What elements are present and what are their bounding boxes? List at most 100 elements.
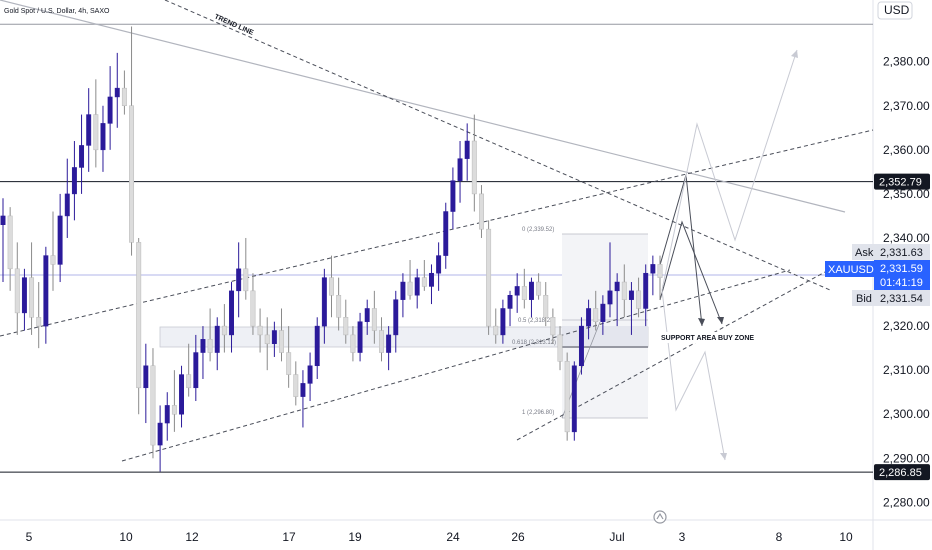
candle-body[interactable] xyxy=(107,96,113,124)
price-axis[interactable]: 2,380.00 2,370.00 2,360.00 2,350.00 2,340.00… xyxy=(883,55,930,510)
candle-body[interactable] xyxy=(71,167,77,195)
candle-body[interactable] xyxy=(543,295,549,318)
candle-body[interactable] xyxy=(129,105,135,243)
candle-body[interactable] xyxy=(479,193,484,230)
candle-body[interactable] xyxy=(557,334,563,362)
candle-body[interactable] xyxy=(593,308,599,322)
candle-body[interactable] xyxy=(550,317,556,336)
candle-body[interactable] xyxy=(243,268,249,292)
candle-body[interactable] xyxy=(264,334,270,344)
quote-panel[interactable]: Ask 2,331.63 XAUUSD 2,331.59 01:41:19 Bi… xyxy=(825,244,930,306)
candle-body[interactable] xyxy=(429,272,434,287)
candle-body[interactable] xyxy=(607,290,613,305)
candle-body[interactable] xyxy=(493,325,499,336)
candle-body[interactable] xyxy=(321,277,327,327)
candle-body[interactable] xyxy=(350,334,356,353)
projection-paths[interactable] xyxy=(657,49,798,461)
candle-body[interactable] xyxy=(143,365,149,389)
candle-body[interactable] xyxy=(450,180,456,212)
candle-body[interactable] xyxy=(336,295,342,318)
candle-body[interactable] xyxy=(164,405,170,424)
trend-line-dashed[interactable] xyxy=(164,0,831,291)
candle-body[interactable] xyxy=(628,290,634,300)
candle-body[interactable] xyxy=(229,290,234,336)
candle-body[interactable] xyxy=(371,308,377,331)
candle-body[interactable] xyxy=(421,277,427,287)
candle-body[interactable] xyxy=(636,290,642,309)
candle-body[interactable] xyxy=(564,361,570,433)
candle-body[interactable] xyxy=(393,299,399,336)
candle-body[interactable] xyxy=(257,325,263,336)
candle-body[interactable] xyxy=(457,158,463,181)
candle-body[interactable] xyxy=(93,114,99,151)
candle-body[interactable] xyxy=(150,365,156,446)
candle-body[interactable] xyxy=(21,277,27,314)
candle-body[interactable] xyxy=(14,268,20,314)
candle-body[interactable] xyxy=(7,215,13,270)
currency-selector[interactable] xyxy=(877,1,913,20)
candle-body[interactable] xyxy=(300,383,306,397)
candle-body[interactable] xyxy=(464,140,470,159)
candle-body[interactable] xyxy=(186,374,192,389)
candle-body[interactable] xyxy=(307,365,313,384)
candle-body[interactable] xyxy=(64,193,70,217)
support-price-tag[interactable]: 2,286.85 xyxy=(874,464,930,481)
descending-resistance-line[interactable] xyxy=(0,0,846,213)
candle-body[interactable] xyxy=(586,308,592,327)
candle-body[interactable] xyxy=(29,277,35,318)
candle-body[interactable] xyxy=(100,123,106,151)
candle-body[interactable] xyxy=(407,281,413,296)
candle-body[interactable] xyxy=(329,277,334,296)
candle-body[interactable] xyxy=(250,290,256,327)
candle-body[interactable] xyxy=(36,317,42,327)
candle-body[interactable] xyxy=(193,352,199,389)
trend-lines[interactable] xyxy=(0,0,874,462)
candle-body[interactable] xyxy=(121,87,127,107)
upper-channel-line[interactable] xyxy=(0,129,874,337)
candle-body[interactable] xyxy=(343,317,349,336)
candle-body[interactable] xyxy=(386,334,392,353)
candlestick-series[interactable] xyxy=(0,26,663,472)
candle-body[interactable] xyxy=(471,140,477,195)
candle-body[interactable] xyxy=(293,374,299,397)
candle-body[interactable] xyxy=(657,264,663,278)
candle-body[interactable] xyxy=(514,286,520,296)
candle-body[interactable] xyxy=(414,277,420,296)
candle-body[interactable] xyxy=(379,330,384,353)
candle-body[interactable] xyxy=(0,215,6,225)
candle-body[interactable] xyxy=(443,211,449,256)
candle-body[interactable] xyxy=(171,405,177,415)
candle-body[interactable] xyxy=(43,255,49,327)
candle-body[interactable] xyxy=(500,308,506,336)
lower-channel-line[interactable] xyxy=(121,269,791,462)
candle-body[interactable] xyxy=(436,255,442,274)
candle-body[interactable] xyxy=(600,303,606,322)
candle-body[interactable] xyxy=(114,87,120,98)
candle-body[interactable] xyxy=(57,215,63,265)
candle-body[interactable] xyxy=(221,325,227,336)
candle-body[interactable] xyxy=(86,114,92,146)
candle-body[interactable] xyxy=(521,286,527,300)
candle-body[interactable] xyxy=(571,365,577,433)
scroll-to-realtime-icon[interactable] xyxy=(653,510,667,524)
candle-body[interactable] xyxy=(79,145,85,168)
candle-body[interactable] xyxy=(200,339,206,353)
resistance-price-tag[interactable]: 2,352.79 xyxy=(874,173,930,190)
candle-body[interactable] xyxy=(650,264,656,274)
candle-body[interactable] xyxy=(136,242,142,389)
candle-body[interactable] xyxy=(50,255,56,265)
candle-body[interactable] xyxy=(536,281,542,296)
candle-body[interactable] xyxy=(179,374,184,415)
symbol-tag[interactable] xyxy=(825,261,874,277)
candle-body[interactable] xyxy=(507,295,513,309)
candle-body[interactable] xyxy=(286,352,292,375)
candle-body[interactable] xyxy=(271,330,277,344)
candle-body[interactable] xyxy=(357,321,363,353)
current-price-tag[interactable] xyxy=(874,260,930,290)
time-axis[interactable]: 5 10 12 17 19 24 26 Jul 3 8 10 xyxy=(26,530,853,544)
candle-body[interactable] xyxy=(486,228,492,327)
candle-body[interactable] xyxy=(528,281,534,300)
candle-body[interactable] xyxy=(578,325,584,367)
candle-body[interactable] xyxy=(643,272,649,309)
